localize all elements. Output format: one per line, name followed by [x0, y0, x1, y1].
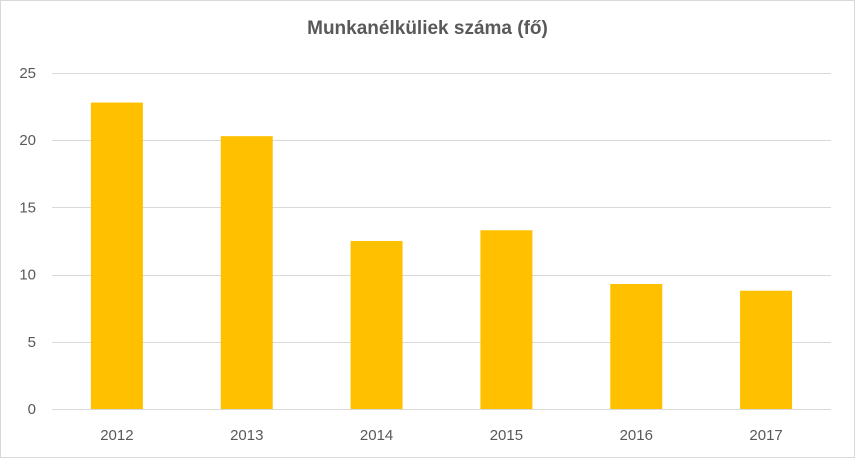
bars: [90, 102, 793, 410]
bar-2013: [220, 136, 273, 409]
bar-2014: [350, 241, 403, 409]
y-tick-label: 10: [19, 267, 36, 284]
bar-2012: [90, 102, 143, 410]
x-tick-label: 2017: [749, 427, 782, 444]
y-tick-label: 25: [19, 65, 36, 82]
x-tick-label: 2012: [100, 427, 133, 444]
y-tick-label: 15: [19, 199, 36, 216]
gridlines: [52, 73, 831, 410]
y-tick-label: 20: [19, 132, 36, 149]
bar-2016: [610, 284, 663, 409]
x-tick-label: 2016: [620, 427, 653, 444]
x-tick-label: 2013: [230, 427, 263, 444]
y-axis-ticks: 0 5 10 15 20 25: [19, 65, 36, 418]
y-tick-label: 0: [28, 401, 36, 418]
x-tick-label: 2015: [490, 427, 523, 444]
x-tick-label: 2014: [360, 427, 393, 444]
bar-2017: [740, 290, 793, 409]
chart-title: Munkanélküliek száma (fő): [307, 18, 548, 39]
bar-2015: [480, 230, 533, 409]
x-axis-ticks: 2012 2013 2014 2015 2016 2017: [100, 427, 783, 444]
y-tick-label: 5: [28, 334, 36, 351]
